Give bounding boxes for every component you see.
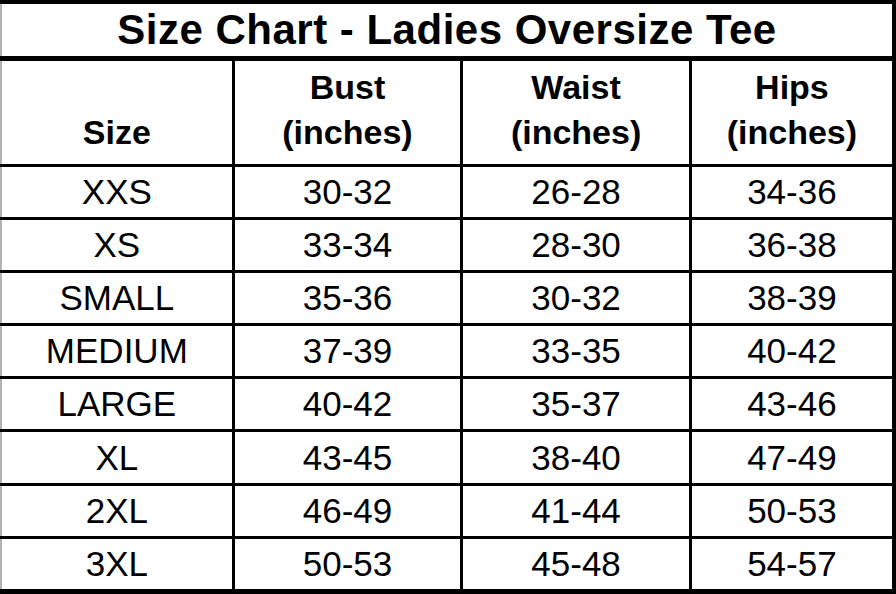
hips-cell: 38-39 — [690, 272, 894, 325]
column-unit: (inches) — [692, 110, 892, 155]
hips-cell: 50-53 — [690, 484, 894, 537]
hips-cell: 40-42 — [690, 325, 894, 378]
waist-cell: 35-37 — [462, 378, 691, 431]
bust-cell: 50-53 — [233, 537, 462, 591]
size-cell: XL — [1, 431, 233, 484]
table-row: SMALL 35-36 30-32 38-39 — [1, 272, 894, 325]
size-cell: XS — [1, 219, 233, 272]
column-label: Hips — [692, 65, 892, 110]
table-row: XS 33-34 28-30 36-38 — [1, 219, 894, 272]
bust-cell: 35-36 — [233, 272, 462, 325]
bust-cell: 46-49 — [233, 484, 462, 537]
column-header-bust: Bust (inches) — [233, 59, 462, 166]
column-label: Size — [2, 110, 232, 155]
column-unit: (inches) — [235, 110, 461, 155]
table-row: MEDIUM 37-39 33-35 40-42 — [1, 325, 894, 378]
column-label: Waist — [463, 65, 689, 110]
column-label: Bust — [235, 65, 461, 110]
title-row: Size Chart - Ladies Oversize Tee — [1, 2, 894, 59]
column-unit: (inches) — [463, 110, 689, 155]
bust-cell: 40-42 — [233, 378, 462, 431]
hips-cell: 43-46 — [690, 378, 894, 431]
table-row: 3XL 50-53 45-48 54-57 — [1, 537, 894, 591]
column-header-waist: Waist (inches) — [462, 59, 691, 166]
size-cell: 2XL — [1, 484, 233, 537]
size-cell: 3XL — [1, 537, 233, 591]
waist-cell: 28-30 — [462, 219, 691, 272]
bust-cell: 33-34 — [233, 219, 462, 272]
size-cell: SMALL — [1, 272, 233, 325]
hips-cell: 34-36 — [690, 166, 894, 219]
size-cell: XXS — [1, 166, 233, 219]
waist-cell: 33-35 — [462, 325, 691, 378]
size-cell: LARGE — [1, 378, 233, 431]
waist-cell: 38-40 — [462, 431, 691, 484]
hips-cell: 36-38 — [690, 219, 894, 272]
header-row: Size Bust (inches) Waist (inches) Hips (… — [1, 59, 894, 166]
waist-cell: 26-28 — [462, 166, 691, 219]
table-row: XL 43-45 38-40 47-49 — [1, 431, 894, 484]
hips-cell: 47-49 — [690, 431, 894, 484]
waist-cell: 45-48 — [462, 537, 691, 591]
column-header-size: Size — [1, 59, 233, 166]
bust-cell: 43-45 — [233, 431, 462, 484]
size-cell: MEDIUM — [1, 325, 233, 378]
waist-cell: 30-32 — [462, 272, 691, 325]
column-header-hips: Hips (inches) — [690, 59, 894, 166]
hips-cell: 54-57 — [690, 537, 894, 591]
table-row: XXS 30-32 26-28 34-36 — [1, 166, 894, 219]
table-row: 2XL 46-49 41-44 50-53 — [1, 484, 894, 537]
table-row: LARGE 40-42 35-37 43-46 — [1, 378, 894, 431]
size-chart-table: Size Chart - Ladies Oversize Tee Size Bu… — [0, 0, 896, 594]
chart-title: Size Chart - Ladies Oversize Tee — [1, 2, 894, 59]
waist-cell: 41-44 — [462, 484, 691, 537]
bust-cell: 37-39 — [233, 325, 462, 378]
bust-cell: 30-32 — [233, 166, 462, 219]
